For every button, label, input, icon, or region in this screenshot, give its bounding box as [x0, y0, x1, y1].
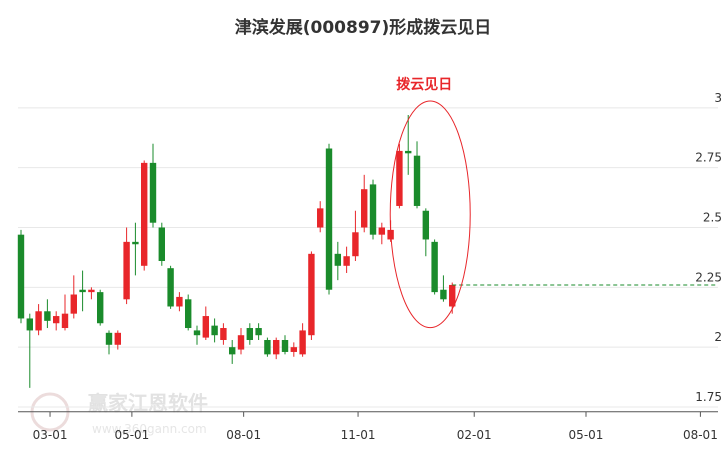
candle-body	[237, 335, 245, 350]
candle-body	[88, 289, 95, 293]
x-tick-label: 05-01	[569, 428, 604, 442]
candle-body	[378, 227, 386, 235]
x-tick-label: 02-01	[457, 428, 492, 442]
candle-body	[273, 339, 280, 355]
candle-body	[17, 234, 25, 319]
candle-body	[185, 299, 192, 329]
candle-body	[440, 289, 447, 300]
candle-body	[141, 162, 148, 266]
candle-body	[132, 241, 139, 245]
annotation: 拨云见日	[396, 76, 452, 93]
y-tick-label: 2.5	[703, 210, 722, 224]
y-tick-label: 1.75	[695, 390, 722, 404]
candle-body	[281, 339, 289, 352]
candle-body	[105, 332, 113, 345]
candle-body	[299, 330, 306, 355]
candle-body	[229, 347, 236, 355]
candle-body	[343, 256, 350, 266]
candle-body	[246, 328, 254, 340]
candle-body	[96, 292, 104, 324]
candle-body	[79, 289, 86, 293]
candle-body	[290, 347, 298, 352]
candle-body	[158, 227, 166, 262]
x-tick-label: 03-01	[33, 428, 68, 442]
candle-body	[431, 241, 438, 293]
candle-body	[422, 210, 430, 240]
candle-body	[167, 268, 174, 307]
highlight-ellipse	[389, 100, 471, 329]
candle-body	[449, 284, 456, 307]
candle-body	[61, 313, 69, 329]
candle-body	[211, 325, 218, 336]
candle-body	[317, 208, 324, 228]
candle-body	[405, 150, 412, 154]
candle-body	[413, 155, 421, 206]
candle-body	[149, 162, 157, 223]
y-tick-label: 2	[714, 330, 722, 344]
candle-body	[352, 232, 359, 257]
candle-body	[369, 184, 377, 235]
candle-body	[176, 296, 183, 307]
candle-body	[35, 311, 42, 331]
x-tick-label: 08-01	[683, 428, 718, 442]
candle-body	[26, 318, 33, 331]
candle-body	[52, 316, 60, 324]
candle-body	[44, 311, 51, 321]
candle-body	[308, 253, 315, 336]
candle-body	[220, 328, 227, 340]
candle-body	[123, 241, 130, 300]
candle-body	[325, 148, 333, 290]
candle-body	[334, 253, 342, 266]
candle-body	[114, 332, 121, 345]
y-tick-label: 3	[714, 91, 722, 105]
candle-body	[361, 189, 368, 228]
candle-body	[193, 330, 201, 336]
watermark: www.360gann.com	[92, 422, 207, 436]
candle-body	[396, 150, 403, 206]
watermark: 赢家江恩软件	[88, 391, 208, 415]
x-tick-label: 11-01	[341, 428, 376, 442]
x-tick-label: 08-01	[226, 428, 261, 442]
x-tick-label: 05-01	[114, 428, 149, 442]
candle-body	[255, 328, 262, 336]
candle-body	[70, 294, 77, 314]
chart-title: 津滨发展(000897)形成拨云见日	[235, 17, 492, 38]
y-tick-label: 2.25	[695, 270, 722, 284]
candle-body	[264, 339, 271, 355]
y-tick-label: 2.75	[695, 151, 722, 165]
candle-body	[202, 316, 210, 338]
